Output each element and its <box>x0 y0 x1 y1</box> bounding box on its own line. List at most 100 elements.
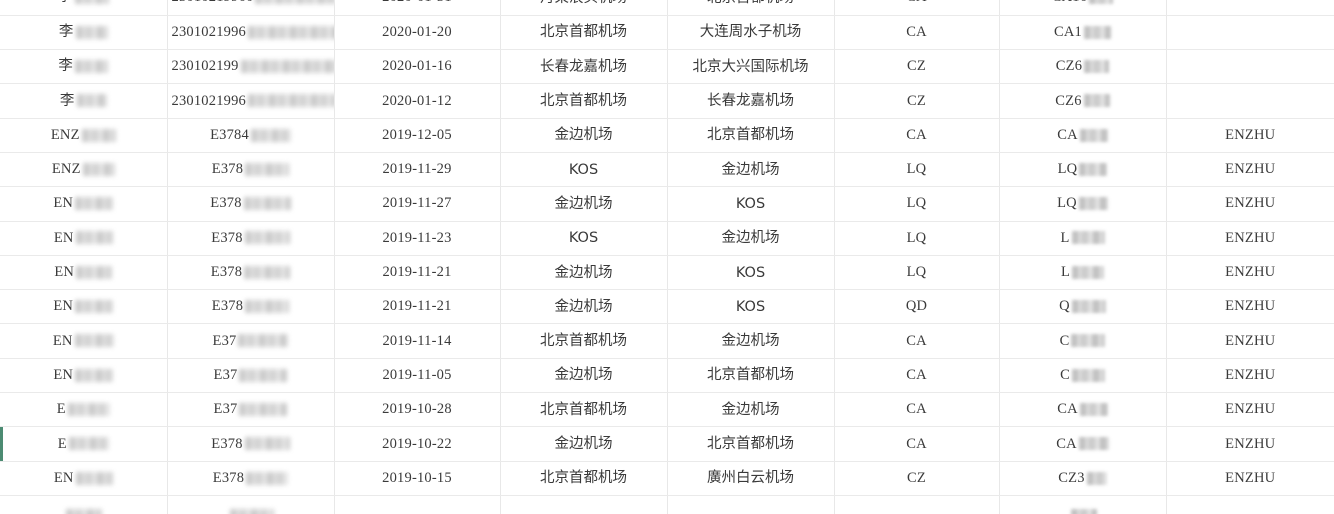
cell-name-redaction <box>75 368 114 382</box>
cell-content: E37 <box>214 402 288 417</box>
cell-content: 2019-11-21 <box>382 265 451 280</box>
cell-departure-airport-text: 金边机场 <box>554 264 613 281</box>
cell-flight-number-text: CA <box>1056 435 1077 452</box>
cell-flight-number-text: CA16 <box>1052 0 1087 5</box>
table-row[interactable]: EN E37 2019-11-05 金边机场 北京首都机场 CA C ENZHU <box>0 358 1334 394</box>
cell-arrival-airport: 北京首都机场 <box>667 426 835 462</box>
cell-content: EN <box>54 471 113 486</box>
table-row[interactable]: E E378 2019-10-22 金边机场 北京首都机场 CA CA ENZHU <box>0 426 1334 462</box>
table-row[interactable]: 李 230102199 2020-01-16 长春龙嘉机场 北京大兴国际机场 CZ CZ6 <box>0 49 1334 85</box>
cell-date: 2019-12-05 <box>334 118 501 153</box>
table-row[interactable]: EN E378 2019-10-15 北京首都机场 廣州白云机场 CZ CZ3 ENZHU <box>0 461 1334 496</box>
cell-arrival-airport: KOS <box>667 255 835 291</box>
cell-id-number-text: 23010219960 <box>172 0 254 5</box>
cell-flight-number-text: CA1 <box>1054 23 1082 40</box>
cell-departure-airport: 金边机场 <box>500 289 668 325</box>
cell-departure-airport-text: KOS <box>568 161 599 178</box>
cell-content: LQ <box>907 231 927 246</box>
cell-content: 金边机场 <box>555 197 613 212</box>
table-row[interactable]: 李 23010219960 2020-01-31 丹東浪头机场 北京首都机场 CA CA16 <box>0 0 1334 16</box>
cell-content: QD <box>906 299 927 314</box>
cell-airline-code: LQ <box>834 152 1000 188</box>
cell-id-number-text: E378 <box>210 195 242 212</box>
cell-source: ENZHU <box>1166 289 1334 325</box>
cell-content: CZ <box>907 471 926 486</box>
cell-content: KOS <box>569 231 598 246</box>
cell-name: EN <box>0 358 168 394</box>
cell-airline-code: CA <box>834 426 1000 462</box>
cell-airline-code-text: CZ <box>907 92 926 109</box>
cell-id-number: E3784 <box>167 118 335 153</box>
cell-content <box>64 508 103 514</box>
cell-content: KOS <box>736 197 765 212</box>
cell-name-redaction <box>81 128 116 142</box>
cell-name: EN <box>0 255 168 291</box>
cell-source-text: ENZHU <box>1225 435 1276 452</box>
cell-departure-airport: 金边机场 <box>500 118 668 153</box>
table-row[interactable]: 李 2301021996 2020-01-12 北京首都机场 长春龙嘉机场 CZ CZ6 <box>0 83 1334 119</box>
cell-airline-code: CA <box>834 118 1000 153</box>
cell-content: E <box>57 402 110 417</box>
cell-id-number-redaction <box>239 402 288 416</box>
cell-id-number-redaction <box>250 128 291 142</box>
cell-id-number: E378 <box>167 426 335 462</box>
cell-arrival-airport-text: 大连周水子机场 <box>699 24 802 41</box>
cell-content: 北京首都机场 <box>540 25 627 40</box>
table-row[interactable]: EN E378 2019-11-21 金边机场 KOS LQ L ENZHU <box>0 255 1334 291</box>
table-row[interactable]: EN E378 2019-11-21 金边机场 KOS QD Q ENZHU <box>0 289 1334 325</box>
cell-flight-number-text: CZ6 <box>1055 58 1083 75</box>
cell-arrival-airport-text: 金边机场 <box>721 401 780 418</box>
cell-departure-airport-text: 北京首都机场 <box>540 24 627 41</box>
cell-flight-number: CA16 <box>999 0 1167 16</box>
cell-flight-number-redaction <box>1079 162 1108 176</box>
table-row[interactable] <box>0 495 1334 514</box>
table-row[interactable]: ENZ E378 2019-11-29 KOS 金边机场 LQ LQ ENZHU <box>0 152 1334 188</box>
cell-content: 2301021996 <box>171 92 333 109</box>
cell-arrival-airport-text: KOS <box>735 298 766 315</box>
cell-arrival-airport: 大连周水子机场 <box>667 15 835 51</box>
table-row[interactable]: EN E378 2019-11-27 金边机场 KOS LQ LQ ENZHU <box>0 186 1334 222</box>
cell-id-number: 2301021996 <box>167 15 335 51</box>
table-row[interactable]: EN E378 2019-11-23 KOS 金边机场 LQ L ENZHU <box>0 221 1334 256</box>
cell-departure-airport-text: 金边机场 <box>554 298 613 315</box>
cell-id-number: 2301021996 <box>167 83 335 119</box>
cell-name-redaction <box>76 94 107 108</box>
cell-content: 230102199 <box>172 59 333 74</box>
cell-content: CA <box>906 402 927 417</box>
cell-date: 2019-11-14 <box>334 323 501 359</box>
table-row[interactable]: EN E37 2019-11-14 北京首都机场 金边机场 CA C ENZHU <box>0 323 1334 359</box>
cell-source <box>1166 15 1334 51</box>
cell-departure-airport: 北京首都机场 <box>500 392 668 428</box>
table-row[interactable]: ENZ E3784 2019-12-05 金边机场 北京首都机场 CA CA ENZHU <box>0 118 1334 153</box>
cell-content: Q <box>1059 299 1106 314</box>
cell-departure-airport-text: 北京首都机场 <box>540 470 627 487</box>
cell-id-number-text: 2301021996 <box>171 92 246 109</box>
table-row[interactable]: 李 2301021996 2020-01-20 北京首都机场 大连周水子机场 CA CA1 <box>0 15 1334 51</box>
cell-date-text: 2020-01-20 <box>382 23 452 40</box>
cell-content: LQ <box>907 162 927 177</box>
cell-airline-code-text: CA <box>906 366 927 383</box>
cell-flight-number-redaction <box>1084 25 1111 39</box>
cell-content: E378 <box>210 195 291 212</box>
cell-content: 李 <box>60 94 107 109</box>
cell-airline-code <box>834 495 1000 514</box>
cell-arrival-airport-text: 长春龙嘉机场 <box>707 93 794 110</box>
cell-content: 北京首都机场 <box>707 128 794 143</box>
cell-content: E378 <box>211 436 290 452</box>
cell-date-text: 2019-12-05 <box>382 126 452 143</box>
cell-content: 2019-11-27 <box>382 196 451 211</box>
cell-source-text: ENZHU <box>1225 229 1276 246</box>
cell-content: ENZHU <box>1225 162 1275 177</box>
cell-date-text: 2019-11-21 <box>382 298 452 315</box>
cell-airline-code-text: CA <box>906 401 927 418</box>
cell-departure-airport: 金边机场 <box>500 426 668 462</box>
cell-content: ENZ <box>52 162 115 177</box>
cell-content: 丹東浪头机场 <box>540 0 627 5</box>
cell-id-number-redaction <box>244 437 290 451</box>
cell-name: EN <box>0 289 168 325</box>
cell-flight-number: CA <box>999 118 1167 153</box>
cell-date: 2020-01-31 <box>334 0 501 16</box>
table-row[interactable]: E E37 2019-10-28 北京首都机场 金边机场 CA CA ENZHU <box>0 392 1334 428</box>
cell-content: 金边机场 <box>722 334 780 349</box>
